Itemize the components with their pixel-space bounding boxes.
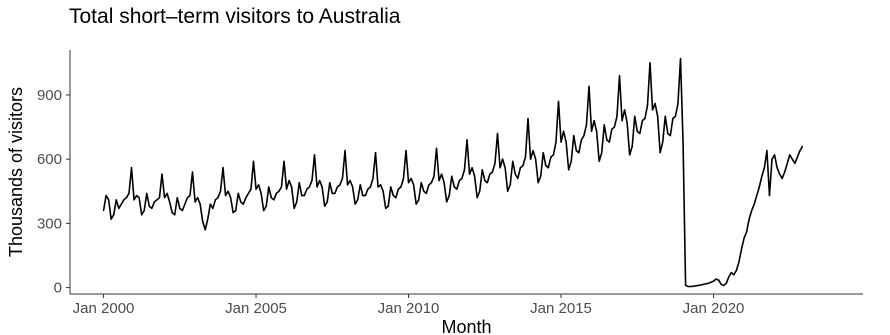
x-tick-label: Jan 2000 (73, 300, 135, 317)
x-tick-label: Jan 2005 (225, 300, 287, 317)
y-tick-label: 600 (37, 151, 62, 168)
x-axis-title: Month (441, 317, 491, 335)
y-axis-title: Thousands of visitors (6, 87, 26, 257)
chart-title: Total short–term visitors to Australia (69, 5, 401, 28)
x-tick-label: Jan 2020 (683, 300, 745, 317)
x-tick-label: Jan 2010 (378, 300, 440, 317)
y-tick-label: 900 (37, 87, 62, 104)
y-axis: 0 300 600 900 (37, 50, 71, 297)
x-axis: Jan 2000 Jan 2005 Jan 2010 Jan 2015 Jan 2020 (70, 293, 863, 317)
y-tick-label: 0 (54, 280, 62, 297)
y-tick-label: 300 (37, 215, 62, 232)
series-line (102, 57, 804, 288)
data-points (102, 57, 804, 288)
y-ticks: 0 300 600 900 (37, 87, 70, 297)
x-tick-label: Jan 2015 (530, 300, 592, 317)
x-ticks: Jan 2000 Jan 2005 Jan 2010 Jan 2015 Jan 2020 (73, 294, 745, 317)
